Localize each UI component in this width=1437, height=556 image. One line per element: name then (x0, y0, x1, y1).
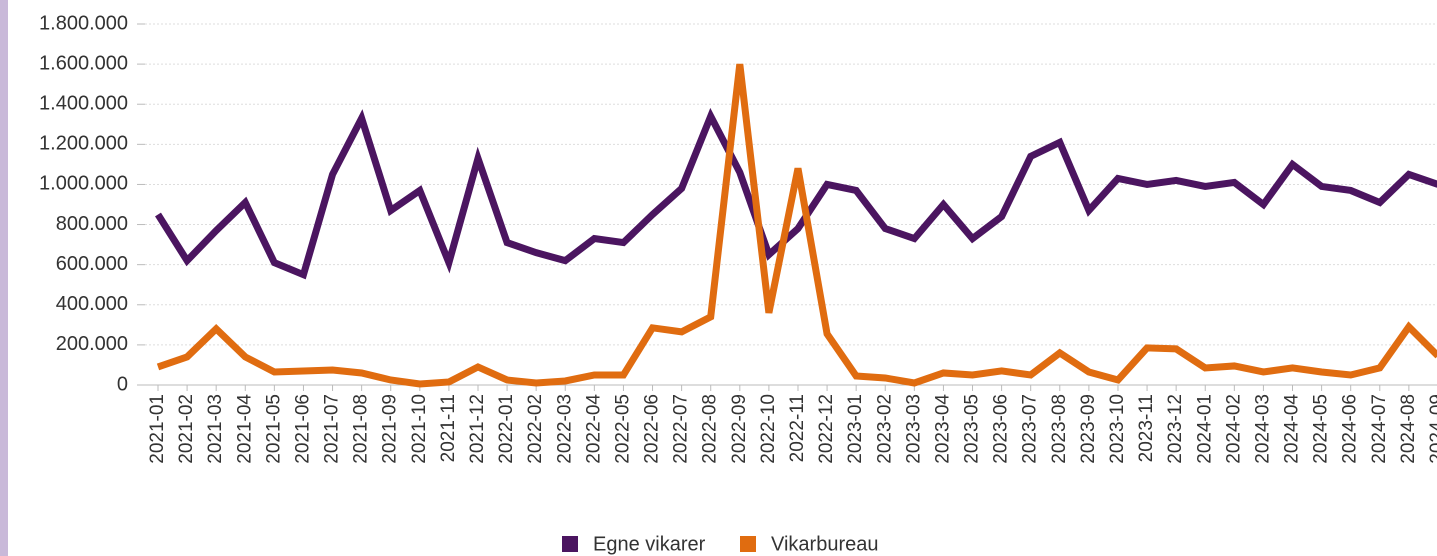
x-tick-label: 2022-01 (496, 394, 517, 464)
x-tick-label: 2022-06 (642, 394, 663, 464)
series-line (155, 107, 1437, 280)
x-tick-label: 2022-10 (758, 394, 779, 464)
y-tick-label: 1.200.000 (39, 133, 128, 155)
x-tick-label: 2022-11 (787, 394, 808, 462)
x-tick-label: 2024-07 (1369, 394, 1390, 464)
legend-label: Egne vikarer (593, 533, 706, 555)
x-tick-label: 2021-07 (322, 394, 343, 464)
x-tick-label: 2021-03 (205, 394, 226, 464)
y-tick-label: 1.400.000 (39, 93, 128, 115)
x-tick-label: 2023-12 (1165, 394, 1186, 464)
x-tick-label: 2022-04 (583, 394, 604, 464)
x-tick-label: 2023-03 (903, 394, 924, 464)
y-tick-label: 1.600.000 (39, 52, 128, 74)
legend-swatch (740, 536, 756, 552)
x-tick-label: 2022-09 (729, 394, 750, 464)
y-tick-label: 800.000 (56, 213, 128, 235)
y-tick-label: 1.800.000 (39, 12, 128, 34)
x-tick-label: 2021-10 (409, 394, 430, 464)
x-tick-label: 2021-04 (234, 394, 255, 464)
y-tick-label: 200.000 (56, 333, 128, 355)
x-tick-label: 2023-08 (1049, 394, 1070, 464)
x-tick-label: 2024-01 (1194, 394, 1215, 464)
x-tick-label: 2021-01 (147, 394, 168, 464)
x-tick-label: 2023-04 (932, 394, 953, 464)
x-tick-label: 2024-02 (1223, 394, 1244, 464)
x-tick-label: 2021-02 (176, 394, 197, 464)
x-tick-label: 2021-05 (263, 394, 284, 464)
x-tick-label: 2023-01 (845, 394, 866, 464)
x-tick-label: 2022-02 (525, 394, 546, 464)
x-tick-label: 2023-10 (1107, 394, 1128, 464)
x-tick-label: 2021-12 (467, 394, 488, 464)
x-tick-label: 2022-08 (700, 394, 721, 464)
x-tick-label: 2021-06 (292, 394, 313, 464)
side-strip (0, 0, 8, 556)
x-tick-label: 2022-05 (612, 394, 633, 464)
y-tick-label: 0 (117, 373, 128, 395)
legend-swatch (562, 536, 578, 552)
x-tick-label: 2024-04 (1282, 394, 1303, 464)
x-tick-label: 2023-02 (874, 394, 895, 464)
x-tick-label: 2022-12 (816, 394, 837, 464)
x-tick-label: 2023-06 (991, 394, 1012, 464)
y-tick-label: 600.000 (56, 253, 128, 275)
x-tick-label: 2021-11 (438, 394, 459, 462)
x-tick-label: 2022-07 (671, 394, 692, 464)
x-tick-label: 2023-09 (1078, 394, 1099, 464)
series-line (156, 63, 1437, 388)
y-tick-label: 400.000 (56, 293, 128, 315)
x-tick-label: 2024-08 (1398, 394, 1419, 464)
x-tick-label: 2021-09 (380, 394, 401, 464)
x-tick-label: 2024-05 (1311, 394, 1332, 464)
y-tick-label: 1.000.000 (39, 173, 128, 195)
x-tick-label: 2024-06 (1340, 394, 1361, 464)
x-tick-label: 2022-03 (554, 394, 575, 464)
legend-label: Vikarbureau (771, 533, 878, 555)
x-tick-label: 2024-03 (1252, 394, 1273, 464)
x-tick-label: 2021-08 (351, 394, 372, 464)
x-tick-label: 2023-05 (962, 394, 983, 464)
x-tick-label: 2023-07 (1020, 394, 1041, 464)
x-tick-label: 2024-09 (1427, 394, 1437, 464)
x-tick-label: 2023-11 (1136, 394, 1157, 462)
